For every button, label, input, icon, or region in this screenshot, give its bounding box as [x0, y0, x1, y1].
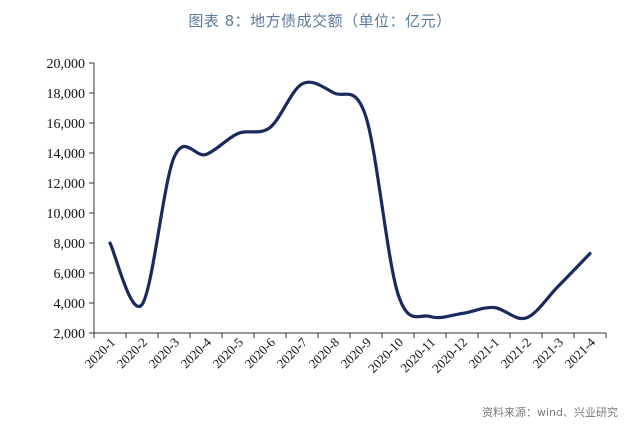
x-axis-ticks: 2020-12020-22020-32020-42020-52020-62020…: [81, 334, 598, 376]
x-tick-label: 2020-7: [273, 334, 310, 371]
y-tick-label: 14,000: [47, 147, 86, 162]
x-tick-label: 2020-1: [81, 335, 118, 372]
x-tick-label: 2020-3: [145, 335, 182, 372]
y-tick-label: 10,000: [47, 207, 86, 222]
y-tick-label: 2,000: [54, 327, 86, 342]
x-tick-label: 2020-10: [365, 335, 406, 376]
y-tick-label: 16,000: [47, 117, 86, 132]
x-tick-label: 2021-3: [529, 335, 566, 372]
source-note: 资料来源：wind、兴业研究: [481, 406, 618, 419]
axes: [89, 62, 607, 338]
x-tick-label: 2020-6: [241, 334, 278, 371]
x-tick-label: 2020-8: [305, 335, 342, 372]
chart-title: 图表 8：地方债成交额（单位：亿元）: [188, 12, 452, 30]
x-tick-label: 2021-4: [561, 334, 598, 371]
series-line: [108, 80, 592, 321]
y-tick-label: 18,000: [47, 87, 86, 102]
y-tick-label: 12,000: [47, 177, 86, 192]
y-tick-label: 4,000: [54, 297, 86, 312]
x-tick-label: 2021-1: [465, 335, 502, 372]
x-tick-label: 2020-5: [209, 335, 246, 372]
y-axis-ticks: 2,000 4,000 6,000 8,000 10,000 12,000 14,000 16…: [47, 57, 86, 342]
y-tick-label: 8,000: [54, 237, 86, 252]
x-tick-label: 2021-2: [497, 335, 534, 372]
y-tick-label: 20,000: [47, 57, 86, 72]
x-tick-label: 2020-4: [177, 334, 214, 371]
x-tick-label: 2020-2: [113, 335, 150, 372]
x-tick-label: 2020-12: [429, 335, 470, 376]
y-tick-label: 6,000: [54, 267, 86, 282]
